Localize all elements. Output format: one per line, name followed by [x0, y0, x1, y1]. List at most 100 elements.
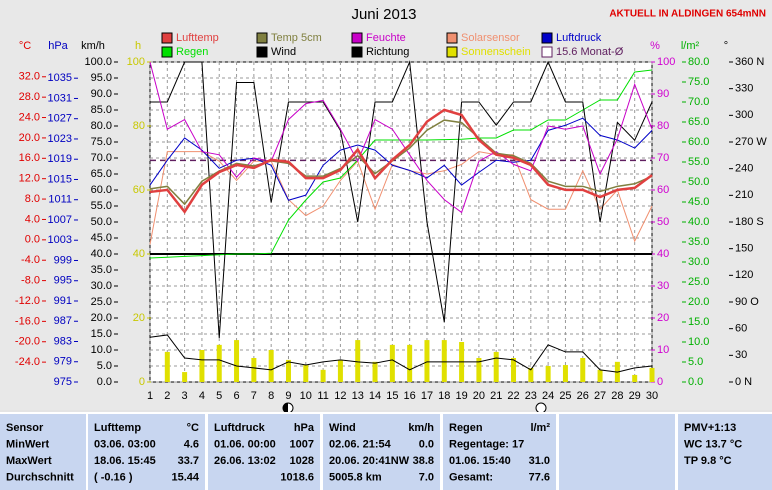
series-line [149, 119, 653, 206]
y-tick-label: 4.0 [25, 213, 40, 225]
x-tick-label: 20 [473, 390, 485, 402]
y-tick-label: 70.0 [688, 96, 709, 108]
sunshine-bar [285, 359, 291, 382]
table-column [0, 414, 86, 490]
sunshine-bar [320, 369, 326, 382]
x-tick-label: 16 [404, 390, 416, 402]
y-tick-label: 8.0 [25, 193, 40, 205]
table-text: MinWert [6, 438, 50, 450]
legend-label: Luftdruck [556, 32, 602, 44]
table-text: Regentage: 17 [449, 438, 524, 450]
legend-swatch [541, 46, 553, 58]
y-tick-label: 0.0 [688, 376, 703, 388]
sunshine-bar [182, 372, 188, 382]
table-value: 7.0 [419, 471, 434, 483]
y-tick-label: 45.0 [91, 232, 112, 244]
table-text: ( -0.16 ) [94, 471, 133, 483]
sunshine-bar [597, 369, 603, 382]
y-tick-label: 15.0 [688, 316, 709, 328]
y-tick-label: -4.0 [21, 254, 40, 266]
legend-swatch [256, 32, 268, 44]
y-tick-label: 60 [735, 323, 747, 335]
table-text: 03.06. 03:00 [94, 438, 156, 450]
table-text: Gesamt: [449, 471, 493, 483]
sunshine-bar [632, 374, 638, 382]
table-column [208, 414, 320, 490]
sunshine-bar [528, 367, 534, 382]
table-column [443, 414, 556, 490]
y-tick-label: 80 [657, 120, 669, 132]
y-tick-label: 60 [657, 184, 669, 196]
y-tick-label: 0 [139, 376, 145, 388]
x-tick-label: 13 [352, 390, 364, 402]
sunshine-bar [493, 351, 499, 382]
axis-unit: hPa [48, 40, 68, 52]
x-tick-label: 14 [369, 390, 381, 402]
y-tick-label: 270 W [735, 136, 767, 148]
x-tick-label: 12 [334, 390, 346, 402]
y-tick-label: 70 [657, 152, 669, 164]
x-tick-label: 9 [285, 390, 291, 402]
sunshine-bar [407, 344, 413, 382]
y-tick-label: 50.0 [688, 176, 709, 188]
sunshine-bar [199, 350, 205, 382]
legend-swatch [446, 46, 458, 58]
y-tick-label: 75.0 [688, 76, 709, 88]
sunshine-bar [424, 340, 430, 382]
sunshine-bar [337, 359, 343, 382]
y-tick-label: 995 [54, 275, 72, 287]
y-tick-label: 90 [657, 88, 669, 100]
x-tick-label: 26 [577, 390, 589, 402]
sunshine-bar [268, 350, 274, 382]
y-tick-label: 24.0 [19, 111, 40, 123]
sunshine-bar [545, 366, 551, 382]
sunshine-bar [511, 358, 517, 382]
y-tick-label: 65.0 [91, 168, 112, 180]
y-tick-label: 30.0 [688, 256, 709, 268]
y-tick-label: 5.0 [688, 356, 703, 368]
y-tick-label: 1035 [48, 72, 72, 84]
y-tick-label: 0.0 [25, 234, 40, 246]
table-column [88, 414, 205, 490]
table-value: 1018.6 [280, 471, 314, 483]
legend-label: Regen [176, 46, 208, 58]
legend-swatch [541, 32, 553, 44]
x-tick-label: 6 [233, 390, 239, 402]
sunshine-bar [303, 365, 309, 382]
plot-area [149, 61, 653, 383]
y-tick-label: 40.0 [688, 216, 709, 228]
y-tick-label: 55.0 [91, 200, 112, 212]
x-tick-label: 19 [455, 390, 467, 402]
y-tick-label: 1015 [48, 173, 72, 185]
table-text: 02.06. 21:54 [329, 438, 392, 450]
table-text: TP 9.8 °C [684, 455, 732, 467]
y-tick-label: 16.0 [19, 152, 40, 164]
y-tick-label: 983 [54, 335, 72, 347]
table-value: °C [187, 422, 199, 434]
y-tick-label: 1031 [48, 92, 72, 104]
y-tick-label: 999 [54, 254, 72, 266]
x-tick-label: 24 [542, 390, 554, 402]
x-tick-label: 7 [251, 390, 257, 402]
y-tick-label: 32.0 [19, 71, 40, 83]
table-text: MaxWert [6, 455, 52, 467]
table-value: 1007 [290, 438, 314, 450]
table-value: 1028 [290, 455, 314, 467]
x-tick-label: 10 [300, 390, 312, 402]
y-tick-label: 300 [735, 109, 753, 121]
y-tick-label: 20.0 [19, 132, 40, 144]
axis-unit: °C [19, 40, 31, 52]
legend-swatch [161, 32, 173, 44]
y-tick-label: 90 O [735, 296, 759, 308]
y-tick-label: 150 [735, 243, 753, 255]
table-column [323, 414, 440, 490]
sunshine-bar [580, 358, 586, 382]
sunshine-bar [562, 365, 568, 382]
y-tick-label: 70.0 [91, 152, 112, 164]
legend-label: Richtung [366, 46, 409, 58]
sunshine-bar [441, 340, 447, 382]
table-column [559, 414, 675, 490]
y-tick-label: 25.0 [688, 276, 709, 288]
y-tick-label: 60 [133, 184, 145, 196]
y-tick-label: 30 [735, 349, 747, 361]
